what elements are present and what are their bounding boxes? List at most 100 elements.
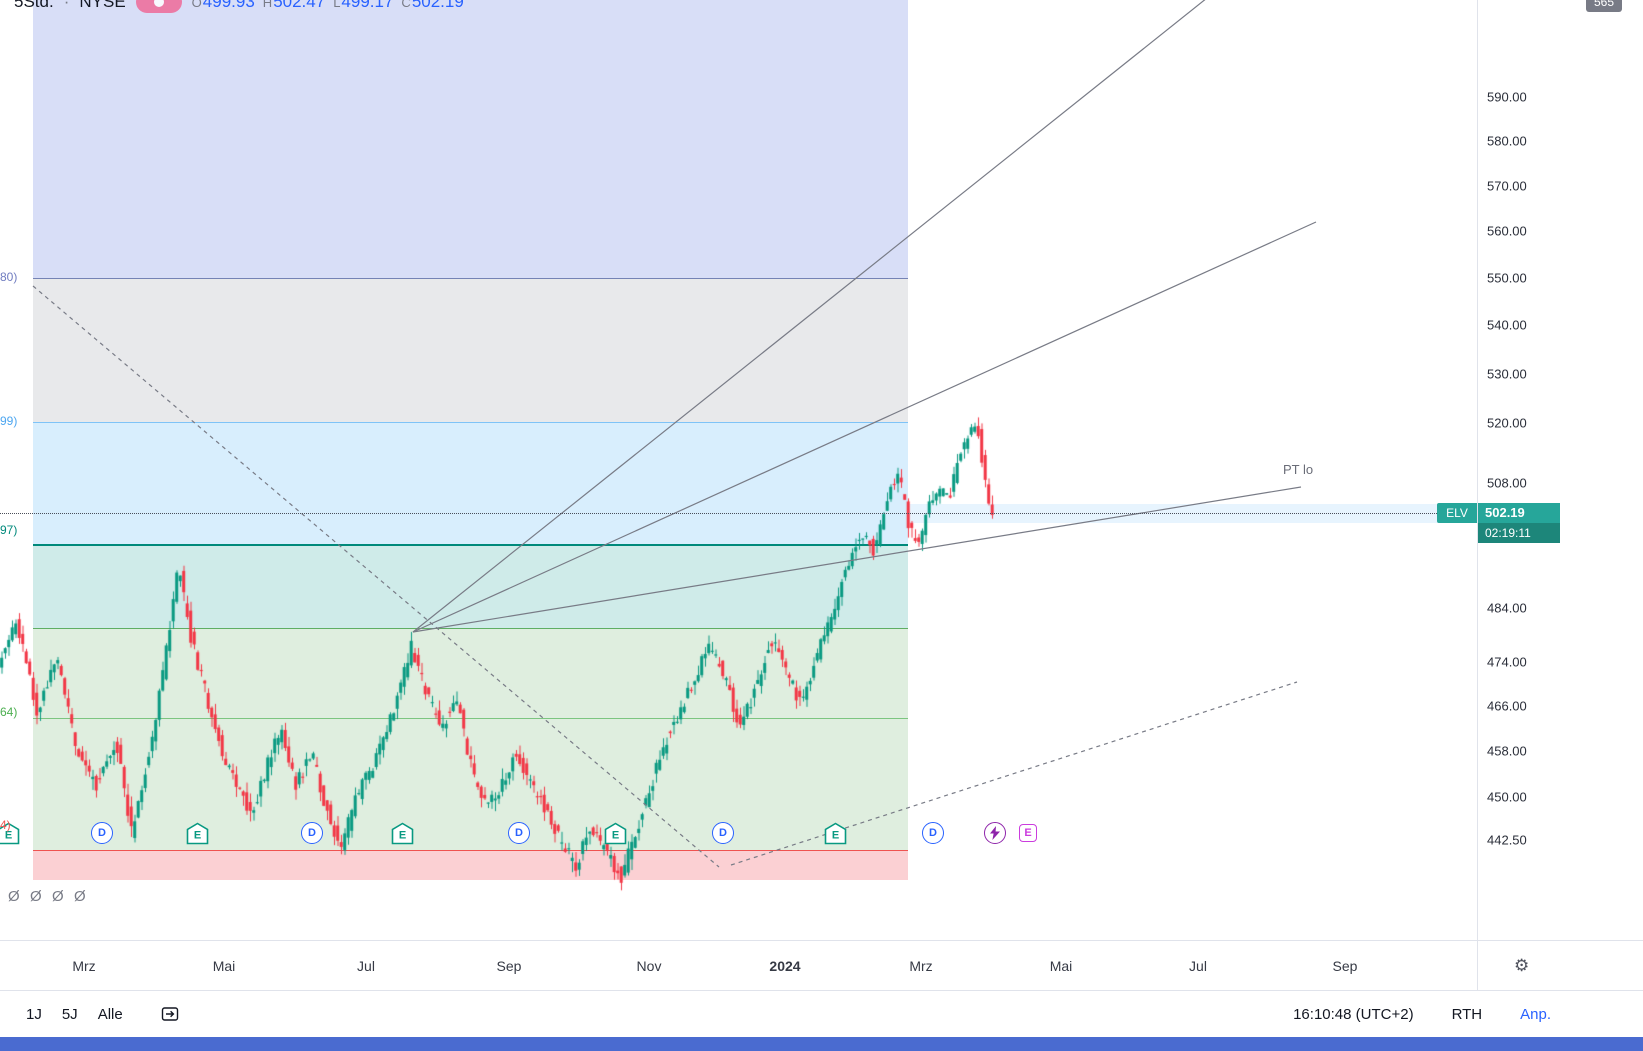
trendline[interactable] xyxy=(412,221,1317,633)
price-axis-label: 508.00 xyxy=(1487,475,1527,491)
price-axis-label: 442.50 xyxy=(1487,832,1527,848)
dividend-marker[interactable]: D xyxy=(90,821,114,845)
dividend-d-icon: D xyxy=(712,822,734,844)
svg-text:E: E xyxy=(611,829,618,841)
candlestick-canvas[interactable] xyxy=(0,0,1477,940)
time-axis-label: Jul xyxy=(357,958,375,974)
separator-dot: · xyxy=(63,0,70,11)
axis-top-partial-badge: 565 xyxy=(1586,0,1623,12)
price-axis-label: 474.00 xyxy=(1487,654,1527,670)
time-axis-label: Jul xyxy=(1189,958,1207,974)
time-axis-label: Nov xyxy=(636,958,662,974)
time-axis-label: Mrz xyxy=(909,958,933,974)
trendline[interactable] xyxy=(412,486,1302,633)
close-value: 502.19 xyxy=(411,0,464,11)
settings-gear-icon[interactable]: ⚙ xyxy=(1514,956,1530,976)
hidden-indicator-average: Ø xyxy=(74,888,86,905)
time-axis-label: Sep xyxy=(1332,958,1358,974)
dividend-marker[interactable]: D xyxy=(300,821,324,845)
earnings-badge-icon: E xyxy=(391,822,413,844)
svg-text:E: E xyxy=(193,829,200,841)
bar-countdown-label: 02:19:11 xyxy=(1478,522,1560,543)
earnings-upcoming-marker[interactable]: E xyxy=(1016,821,1040,845)
earnings-upcoming-icon: E xyxy=(1019,824,1037,842)
alert-bolt-marker[interactable] xyxy=(983,821,1007,845)
dividend-marker[interactable]: D xyxy=(921,821,945,845)
earnings-marker[interactable]: E xyxy=(823,821,847,845)
left-axis-fragment: 80) xyxy=(0,270,18,284)
price-axis-label: 580.00 xyxy=(1487,133,1527,149)
interval-label[interactable]: 5Std. xyxy=(14,0,54,11)
range-buttons-group: 1J 5J Alle xyxy=(16,1002,179,1027)
hidden-indicator-average: Ø xyxy=(52,888,64,905)
earnings-badge-icon: E xyxy=(186,822,208,844)
time-axis[interactable]: Mrz Mai Jul Sep Nov 2024 Mrz Mai Jul Sep xyxy=(0,940,1477,991)
high-letter: H xyxy=(262,0,273,10)
price-axis-label: 590.00 xyxy=(1487,89,1527,105)
dashed-trendline[interactable] xyxy=(730,681,1298,866)
bottom-toolbar: 1J 5J Alle 16:10:48 (UTC+2) RTH Anp. xyxy=(0,990,1643,1037)
open-letter: O xyxy=(191,0,202,10)
go-to-date-icon[interactable] xyxy=(161,1005,179,1023)
earnings-marker[interactable]: E xyxy=(603,821,627,845)
symbol-price-tag: ELV xyxy=(1437,502,1477,523)
price-axis-label: 450.00 xyxy=(1487,789,1527,805)
earnings-marker[interactable]: E xyxy=(0,821,20,845)
range-5y-button[interactable]: 5J xyxy=(52,1002,88,1027)
current-price-label: 502.19 xyxy=(1478,502,1560,523)
left-axis-fragment: 64) xyxy=(0,705,18,719)
flag-pill-icon[interactable] xyxy=(135,0,182,13)
svg-text:E: E xyxy=(831,829,838,841)
svg-text:E: E xyxy=(4,829,11,841)
price-axis-label: 530.00 xyxy=(1487,366,1527,382)
dividend-marker[interactable]: D xyxy=(711,821,735,845)
time-axis-label: Mai xyxy=(1049,958,1073,974)
ohlc-values: O499.93 H502.47 L499.17 C502.19 xyxy=(192,0,464,12)
svg-text:E: E xyxy=(398,829,405,841)
dividend-d-icon: D xyxy=(922,822,944,844)
current-price-line[interactable] xyxy=(0,512,1477,514)
earnings-marker[interactable]: E xyxy=(390,821,414,845)
session-status-group: 16:10:48 (UTC+2) RTH Anp. xyxy=(1255,1006,1551,1023)
time-axis-label: 2024 xyxy=(769,958,801,974)
hidden-indicator-average: Ø xyxy=(8,888,20,905)
close-letter: C xyxy=(401,0,411,10)
adjust-link[interactable]: Anp. xyxy=(1520,1005,1551,1023)
time-axis-label: Sep xyxy=(496,958,522,974)
range-1y-button[interactable]: 1J xyxy=(16,1002,52,1027)
low-value: 499.17 xyxy=(341,0,394,11)
price-axis-label: 570.00 xyxy=(1487,178,1527,194)
lightning-icon xyxy=(984,822,1006,844)
open-value: 499.93 xyxy=(202,0,255,11)
dividend-d-icon: D xyxy=(91,822,113,844)
price-axis-label: 458.00 xyxy=(1487,743,1527,759)
dividend-marker[interactable]: D xyxy=(507,821,531,845)
earnings-badge-icon: E xyxy=(824,822,846,844)
trendline[interactable] xyxy=(412,0,1207,633)
price-axis-label: 560.00 xyxy=(1487,223,1527,239)
price-axis-label: 550.00 xyxy=(1487,270,1527,286)
hidden-indicator-average: Ø xyxy=(30,888,42,905)
clock-label[interactable]: 16:10:48 (UTC+2) xyxy=(1293,1005,1414,1023)
dashed-trendline[interactable] xyxy=(32,285,720,868)
earnings-marker[interactable]: E xyxy=(185,821,209,845)
time-axis-label: Mai xyxy=(212,958,236,974)
exchange-label[interactable]: NYSE xyxy=(79,0,126,11)
dividend-d-icon: D xyxy=(301,822,323,844)
price-axis-label: 466.00 xyxy=(1487,698,1527,714)
range-all-button[interactable]: Alle xyxy=(88,1002,133,1027)
earnings-badge-icon: E xyxy=(604,822,626,844)
price-axis-label: 520.00 xyxy=(1487,415,1527,431)
pt-lo-annotation[interactable]: PT lo xyxy=(1283,462,1314,477)
taskbar-strip xyxy=(0,1037,1643,1051)
session-rth-label[interactable]: RTH xyxy=(1451,1005,1483,1023)
left-axis-fragment: 97) xyxy=(0,523,18,537)
price-axis[interactable]: 590.00 580.00 570.00 560.00 550.00 540.00 530.… xyxy=(1477,0,1643,940)
trendline-drawings-layer xyxy=(32,0,1317,868)
time-axis-label: Mrz xyxy=(72,958,96,974)
price-axis-label: 540.00 xyxy=(1487,317,1527,333)
price-axis-label: 484.00 xyxy=(1487,600,1527,616)
axis-corner: ⚙ xyxy=(1477,940,1643,991)
